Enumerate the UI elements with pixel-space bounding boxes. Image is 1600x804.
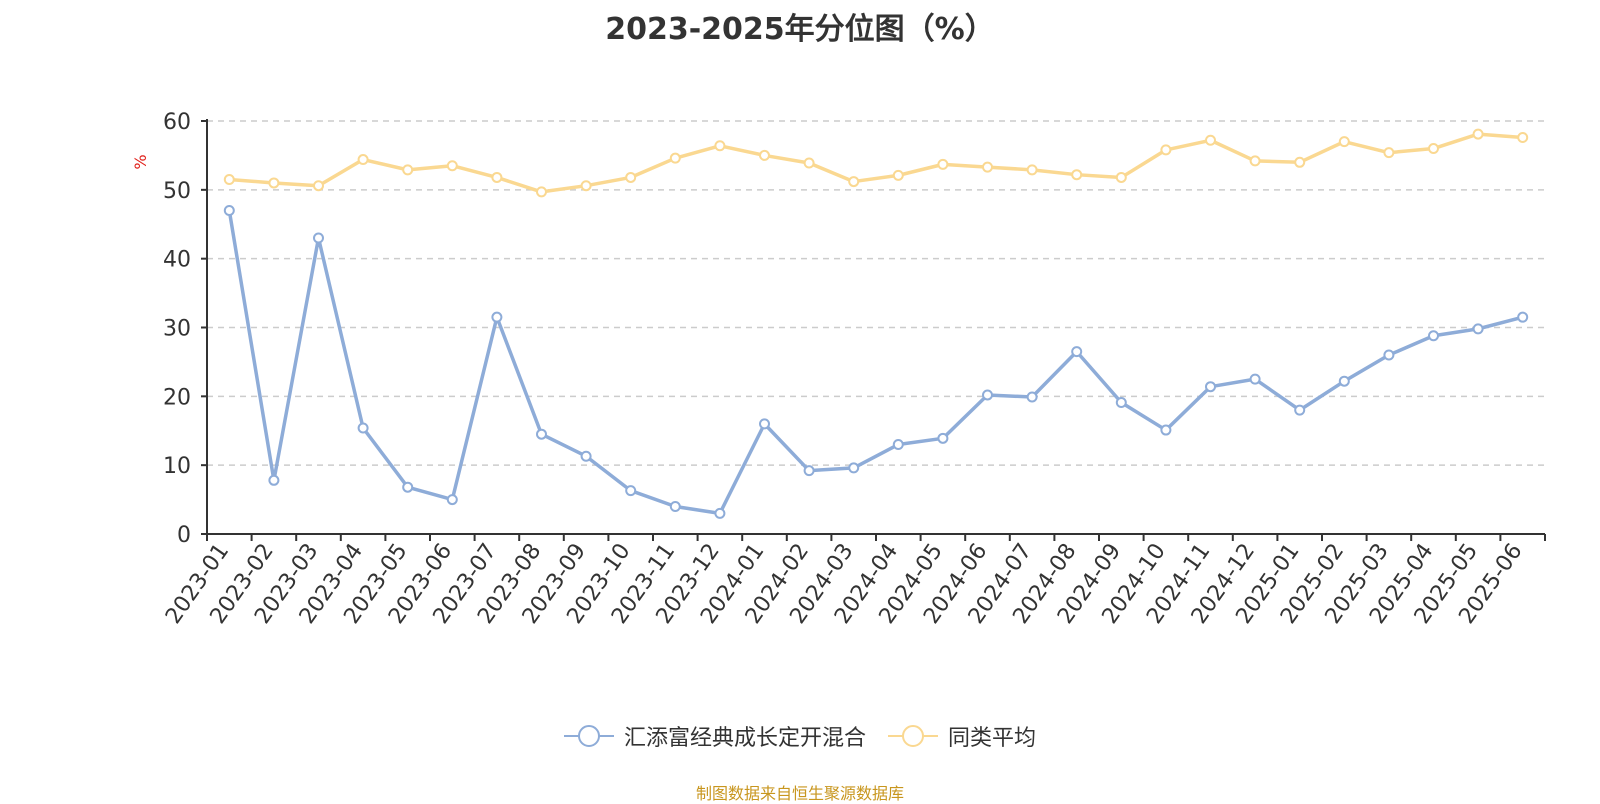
legend: 汇添富经典成长定开混合 同类平均 bbox=[0, 720, 1600, 752]
data-point[interactable] bbox=[313, 180, 324, 192]
y-tick-label: 50 bbox=[163, 179, 191, 204]
series-line bbox=[229, 132, 1523, 194]
legend-item-average[interactable]: 同类平均 bbox=[888, 720, 1036, 752]
data-point[interactable] bbox=[536, 428, 547, 440]
data-point[interactable] bbox=[1383, 349, 1395, 361]
data-point[interactable] bbox=[1517, 132, 1529, 144]
data-point[interactable] bbox=[1026, 164, 1038, 176]
data-point[interactable] bbox=[759, 418, 770, 430]
legend-label-average: 同类平均 bbox=[948, 726, 1037, 751]
y-tick-label: 20 bbox=[163, 385, 191, 410]
data-point[interactable] bbox=[357, 154, 369, 166]
data-point[interactable] bbox=[714, 140, 726, 152]
y-axis-label: % bbox=[131, 154, 150, 169]
series-1 bbox=[223, 128, 1529, 198]
y-tick-label: 10 bbox=[163, 454, 191, 479]
data-point[interactable] bbox=[892, 439, 904, 451]
data-point[interactable] bbox=[1428, 143, 1439, 155]
data-point[interactable] bbox=[223, 174, 235, 186]
legend-item-fund[interactable]: 汇添富经典成长定开混合 bbox=[563, 720, 866, 752]
y-tick-label: 60 bbox=[163, 110, 191, 135]
legend-label-fund: 汇添富经典成长定开混合 bbox=[623, 726, 866, 751]
y-tick-label: 40 bbox=[163, 248, 191, 273]
data-point[interactable] bbox=[1472, 128, 1484, 140]
source-note: 制图数据来自恒生聚源数据库 bbox=[695, 784, 904, 803]
data-point[interactable] bbox=[491, 311, 503, 323]
data-point[interactable] bbox=[1115, 397, 1127, 409]
data-point[interactable] bbox=[1472, 323, 1484, 335]
series-layer bbox=[223, 128, 1529, 519]
data-point[interactable] bbox=[1294, 156, 1306, 168]
data-point[interactable] bbox=[625, 485, 637, 497]
series-0 bbox=[223, 204, 1529, 519]
data-point[interactable] bbox=[268, 474, 280, 486]
data-point[interactable] bbox=[669, 152, 681, 164]
data-point[interactable] bbox=[714, 507, 726, 519]
data-point[interactable] bbox=[982, 161, 993, 173]
data-point[interactable] bbox=[1160, 144, 1172, 156]
data-point[interactable] bbox=[1071, 169, 1083, 181]
y-tick-label: 30 bbox=[163, 317, 191, 342]
data-point[interactable] bbox=[982, 389, 993, 401]
data-point[interactable] bbox=[625, 171, 637, 183]
data-point[interactable] bbox=[937, 432, 949, 444]
axes: 01020304050602023-012023-022023-032023-0… bbox=[161, 110, 1546, 629]
legend-marker-average-icon bbox=[888, 725, 938, 747]
data-point[interactable] bbox=[580, 180, 592, 192]
data-point[interactable] bbox=[402, 481, 414, 493]
series-line bbox=[227, 210, 1524, 516]
data-point[interactable] bbox=[1383, 147, 1395, 159]
data-point[interactable] bbox=[892, 169, 904, 181]
data-point[interactable] bbox=[848, 176, 860, 188]
data-point[interactable] bbox=[848, 462, 860, 474]
data-point[interactable] bbox=[1071, 346, 1083, 358]
data-point[interactable] bbox=[1294, 404, 1306, 416]
data-point[interactable] bbox=[268, 177, 280, 189]
data-point[interactable] bbox=[1026, 391, 1038, 403]
chart-title: 2023-2025年分位图（%） bbox=[605, 12, 995, 47]
data-point[interactable] bbox=[313, 232, 324, 244]
data-point[interactable] bbox=[1160, 424, 1172, 436]
data-point[interactable] bbox=[803, 157, 815, 169]
data-point[interactable] bbox=[580, 450, 592, 462]
data-point[interactable] bbox=[937, 158, 949, 170]
data-point[interactable] bbox=[1205, 134, 1216, 146]
data-point[interactable] bbox=[1115, 171, 1127, 183]
data-point[interactable] bbox=[1428, 330, 1439, 342]
data-point[interactable] bbox=[223, 204, 235, 216]
data-point[interactable] bbox=[669, 500, 681, 512]
data-point[interactable] bbox=[446, 494, 458, 506]
legend-marker-fund-icon bbox=[563, 725, 614, 747]
data-point[interactable] bbox=[402, 164, 414, 176]
data-point[interactable] bbox=[1338, 136, 1350, 148]
y-tick-label: 0 bbox=[177, 523, 191, 548]
data-point[interactable] bbox=[1338, 375, 1350, 387]
data-point[interactable] bbox=[759, 149, 770, 161]
data-point[interactable] bbox=[1205, 381, 1216, 393]
data-point[interactable] bbox=[536, 186, 547, 198]
data-point[interactable] bbox=[446, 160, 458, 172]
data-point[interactable] bbox=[1249, 155, 1261, 167]
data-point[interactable] bbox=[357, 422, 369, 434]
data-point[interactable] bbox=[1517, 311, 1529, 323]
data-point[interactable] bbox=[1249, 373, 1261, 385]
data-point[interactable] bbox=[803, 465, 815, 477]
data-point[interactable] bbox=[491, 171, 503, 183]
